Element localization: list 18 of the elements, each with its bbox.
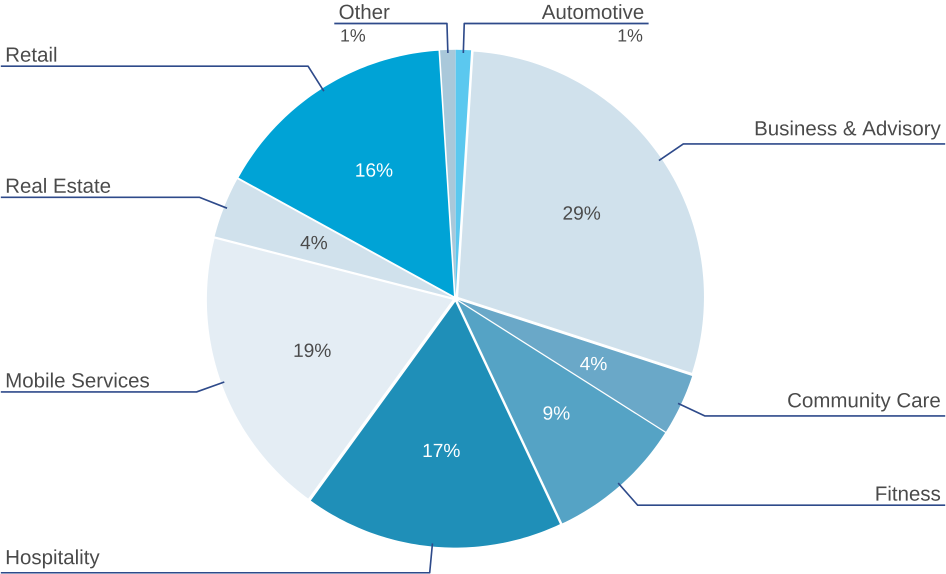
data-label: 29% bbox=[563, 206, 600, 220]
slice-label: Retail bbox=[6, 47, 56, 62]
slice-label: Automotive bbox=[542, 4, 644, 20]
data-label: 1% bbox=[341, 29, 366, 42]
data-label: 4% bbox=[580, 357, 607, 370]
slice-label: Mobile Services bbox=[6, 372, 149, 388]
slice-label: Other bbox=[340, 4, 390, 20]
slice-label: Business & Advisory bbox=[756, 120, 941, 140]
data-label: 9% bbox=[543, 406, 570, 420]
slice-label: Real Estate bbox=[6, 178, 110, 194]
data-label: 19% bbox=[294, 344, 331, 358]
data-label: 4% bbox=[300, 236, 328, 250]
slice-label: Hospitality bbox=[6, 550, 100, 569]
data-label: 1% bbox=[618, 29, 642, 42]
data-label: 16% bbox=[356, 163, 392, 177]
slice-label: Community Care bbox=[788, 392, 940, 412]
slice-label: Fitness bbox=[876, 486, 940, 502]
data-label: 17% bbox=[424, 444, 460, 458]
